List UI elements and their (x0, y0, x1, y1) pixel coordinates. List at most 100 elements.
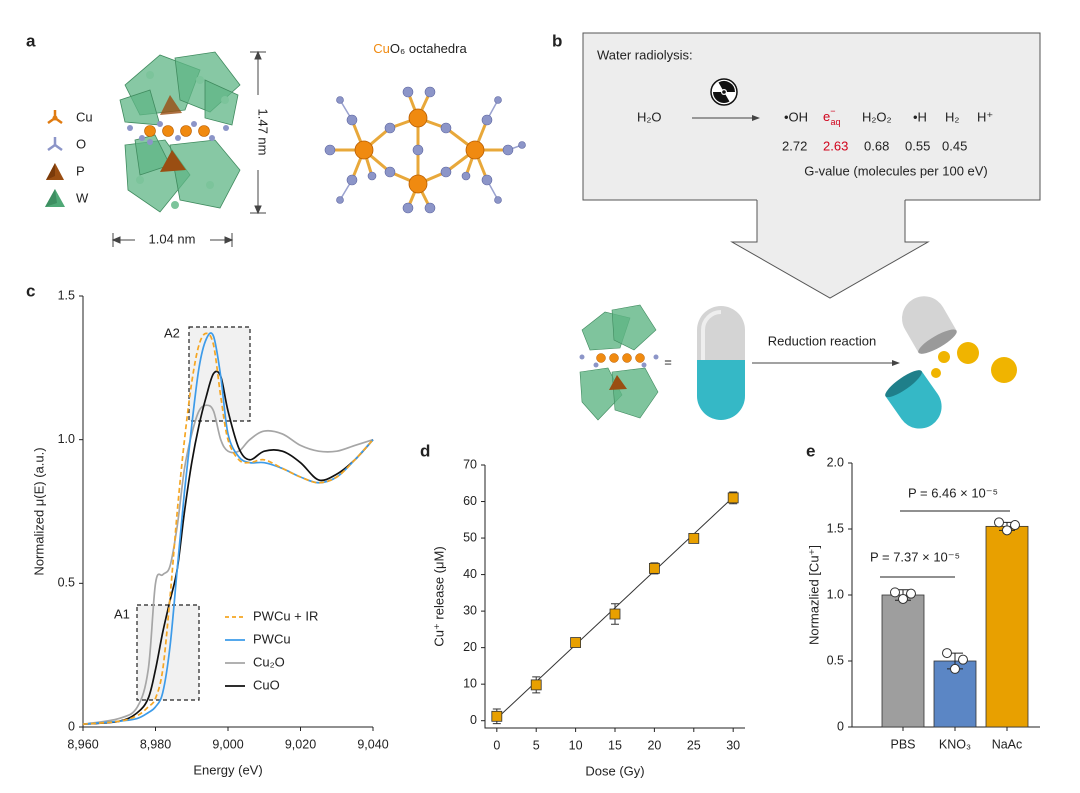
bar (985, 525, 1029, 728)
pom-structure-part (127, 121, 229, 145)
mini-pom-part-part (641, 362, 647, 368)
annotation-label: A2 (164, 325, 180, 340)
broken-capsule-part (931, 368, 941, 378)
data-point (609, 608, 621, 620)
octahedra-structure-part-part (336, 96, 344, 104)
pom-structure-part (160, 150, 186, 172)
y-tick-label: 0.5 (58, 576, 75, 590)
g-value: 0.55 (905, 138, 930, 153)
pom-structure-part-part (169, 139, 241, 209)
series-line (82, 370, 374, 725)
octahedra-structure-part-part (384, 166, 396, 178)
product-sub: aq (831, 117, 841, 127)
pom-structure-part (136, 71, 229, 209)
equals-sign: = (664, 354, 672, 369)
pom-structure-part-part (223, 125, 229, 131)
y-tick-label: 1.0 (58, 432, 75, 446)
octahedra-title: CuO₆ octahedra (373, 41, 467, 56)
pom-structure-part-part (209, 135, 215, 141)
reactant: H₂O (637, 109, 662, 124)
replicate-point (906, 588, 916, 599)
y-tick-label: 2.0 (827, 455, 844, 469)
data-point (648, 562, 660, 574)
pom-structure-part-part (146, 71, 154, 79)
octahedra-structure-part-part (465, 140, 485, 160)
pom-structure-part (144, 125, 210, 137)
y-tick-label: 40 (463, 567, 477, 581)
structure-legend-part (47, 137, 63, 152)
series-line (82, 404, 374, 725)
pom-structure-part-part (144, 125, 156, 137)
octahedra-structure (324, 86, 526, 214)
broken-capsule-part-part (885, 370, 922, 398)
broken-capsule-part (957, 342, 979, 364)
y-tick-label: 30 (463, 603, 477, 617)
broken-capsule-part (991, 357, 1017, 383)
box-title: Water radiolysis: (597, 47, 693, 62)
x-tick-label: 0 (493, 738, 500, 752)
replicate-point (994, 517, 1004, 528)
pom-structure (119, 51, 241, 213)
structure-legend-part-part (54, 143, 63, 152)
octahedra-structure-part (354, 108, 485, 194)
capsule-part (697, 360, 745, 420)
pom-structure-part-part (196, 76, 204, 84)
replicate-point (898, 593, 908, 604)
pom-structure-part-part (127, 125, 133, 131)
mini-pom-part-part (609, 353, 619, 363)
mini-pom-part-part (611, 304, 657, 351)
significance-label: P = 6.46 × 10⁻⁵ (908, 485, 998, 500)
pom-structure-part-part (162, 125, 174, 137)
y-tick-label: 70 (463, 457, 477, 471)
octahedra-structure-part-part (336, 196, 344, 204)
series-line (82, 332, 374, 725)
mini-pom-part (579, 304, 659, 421)
x-tick-label: KNO₃ (939, 737, 971, 751)
x-tick-label: PBS (890, 737, 915, 751)
pom-structure-part-part (157, 121, 163, 127)
radiation-icon-part (722, 90, 726, 94)
x-tick-label: 9,020 (285, 737, 316, 751)
pom-structure-part-part (191, 121, 197, 127)
x-tick-label: 5 (533, 738, 540, 752)
x-tick-label: 8,960 (67, 737, 98, 751)
octahedra-structure-part-part (502, 144, 514, 156)
structure-legend-part (52, 115, 58, 121)
x-tick-label: 15 (608, 738, 622, 752)
legend-label: Cu (76, 109, 93, 124)
legend-label: P (76, 163, 85, 178)
octahedra-structure-part-part (424, 202, 436, 214)
y-tick-label: 0.5 (827, 653, 844, 667)
octahedra-structure-part-part (440, 166, 452, 178)
y-tick-label: 1.5 (827, 521, 844, 535)
y-axis-label: Normalized μ(E) (a.u.) (31, 447, 46, 575)
mini-pom-part-part (611, 367, 659, 419)
mini-pom-part-part (622, 353, 632, 363)
reaction-label: Reduction reaction (768, 333, 876, 348)
structure-legend-part-part (47, 143, 56, 152)
mini-pom (579, 304, 659, 421)
capsule-part (701, 310, 722, 360)
legend-label: CuO (253, 677, 280, 692)
legend-label: PWCu + IR (253, 608, 318, 623)
octahedra-structure-part-part (494, 96, 502, 104)
capsule-part (697, 306, 745, 360)
legend-label: O (76, 136, 86, 151)
bar (881, 594, 925, 728)
g-value: 2.63 (823, 138, 848, 153)
broken-capsule-part-part (885, 370, 942, 429)
bar (933, 660, 977, 728)
legend-label: Cu₂O (253, 654, 285, 669)
replicate-point (890, 587, 900, 598)
x-tick-label: 8,980 (140, 737, 171, 751)
y-tick-label: 50 (463, 530, 477, 544)
capsule (697, 306, 745, 420)
annotation-box (136, 604, 200, 701)
legend-label: W (76, 190, 89, 205)
dimension-lines-part (224, 236, 234, 244)
product-base: e (823, 109, 830, 124)
radiolysis-box-part (582, 32, 1041, 299)
data-point (530, 679, 542, 691)
data-point (570, 637, 582, 648)
